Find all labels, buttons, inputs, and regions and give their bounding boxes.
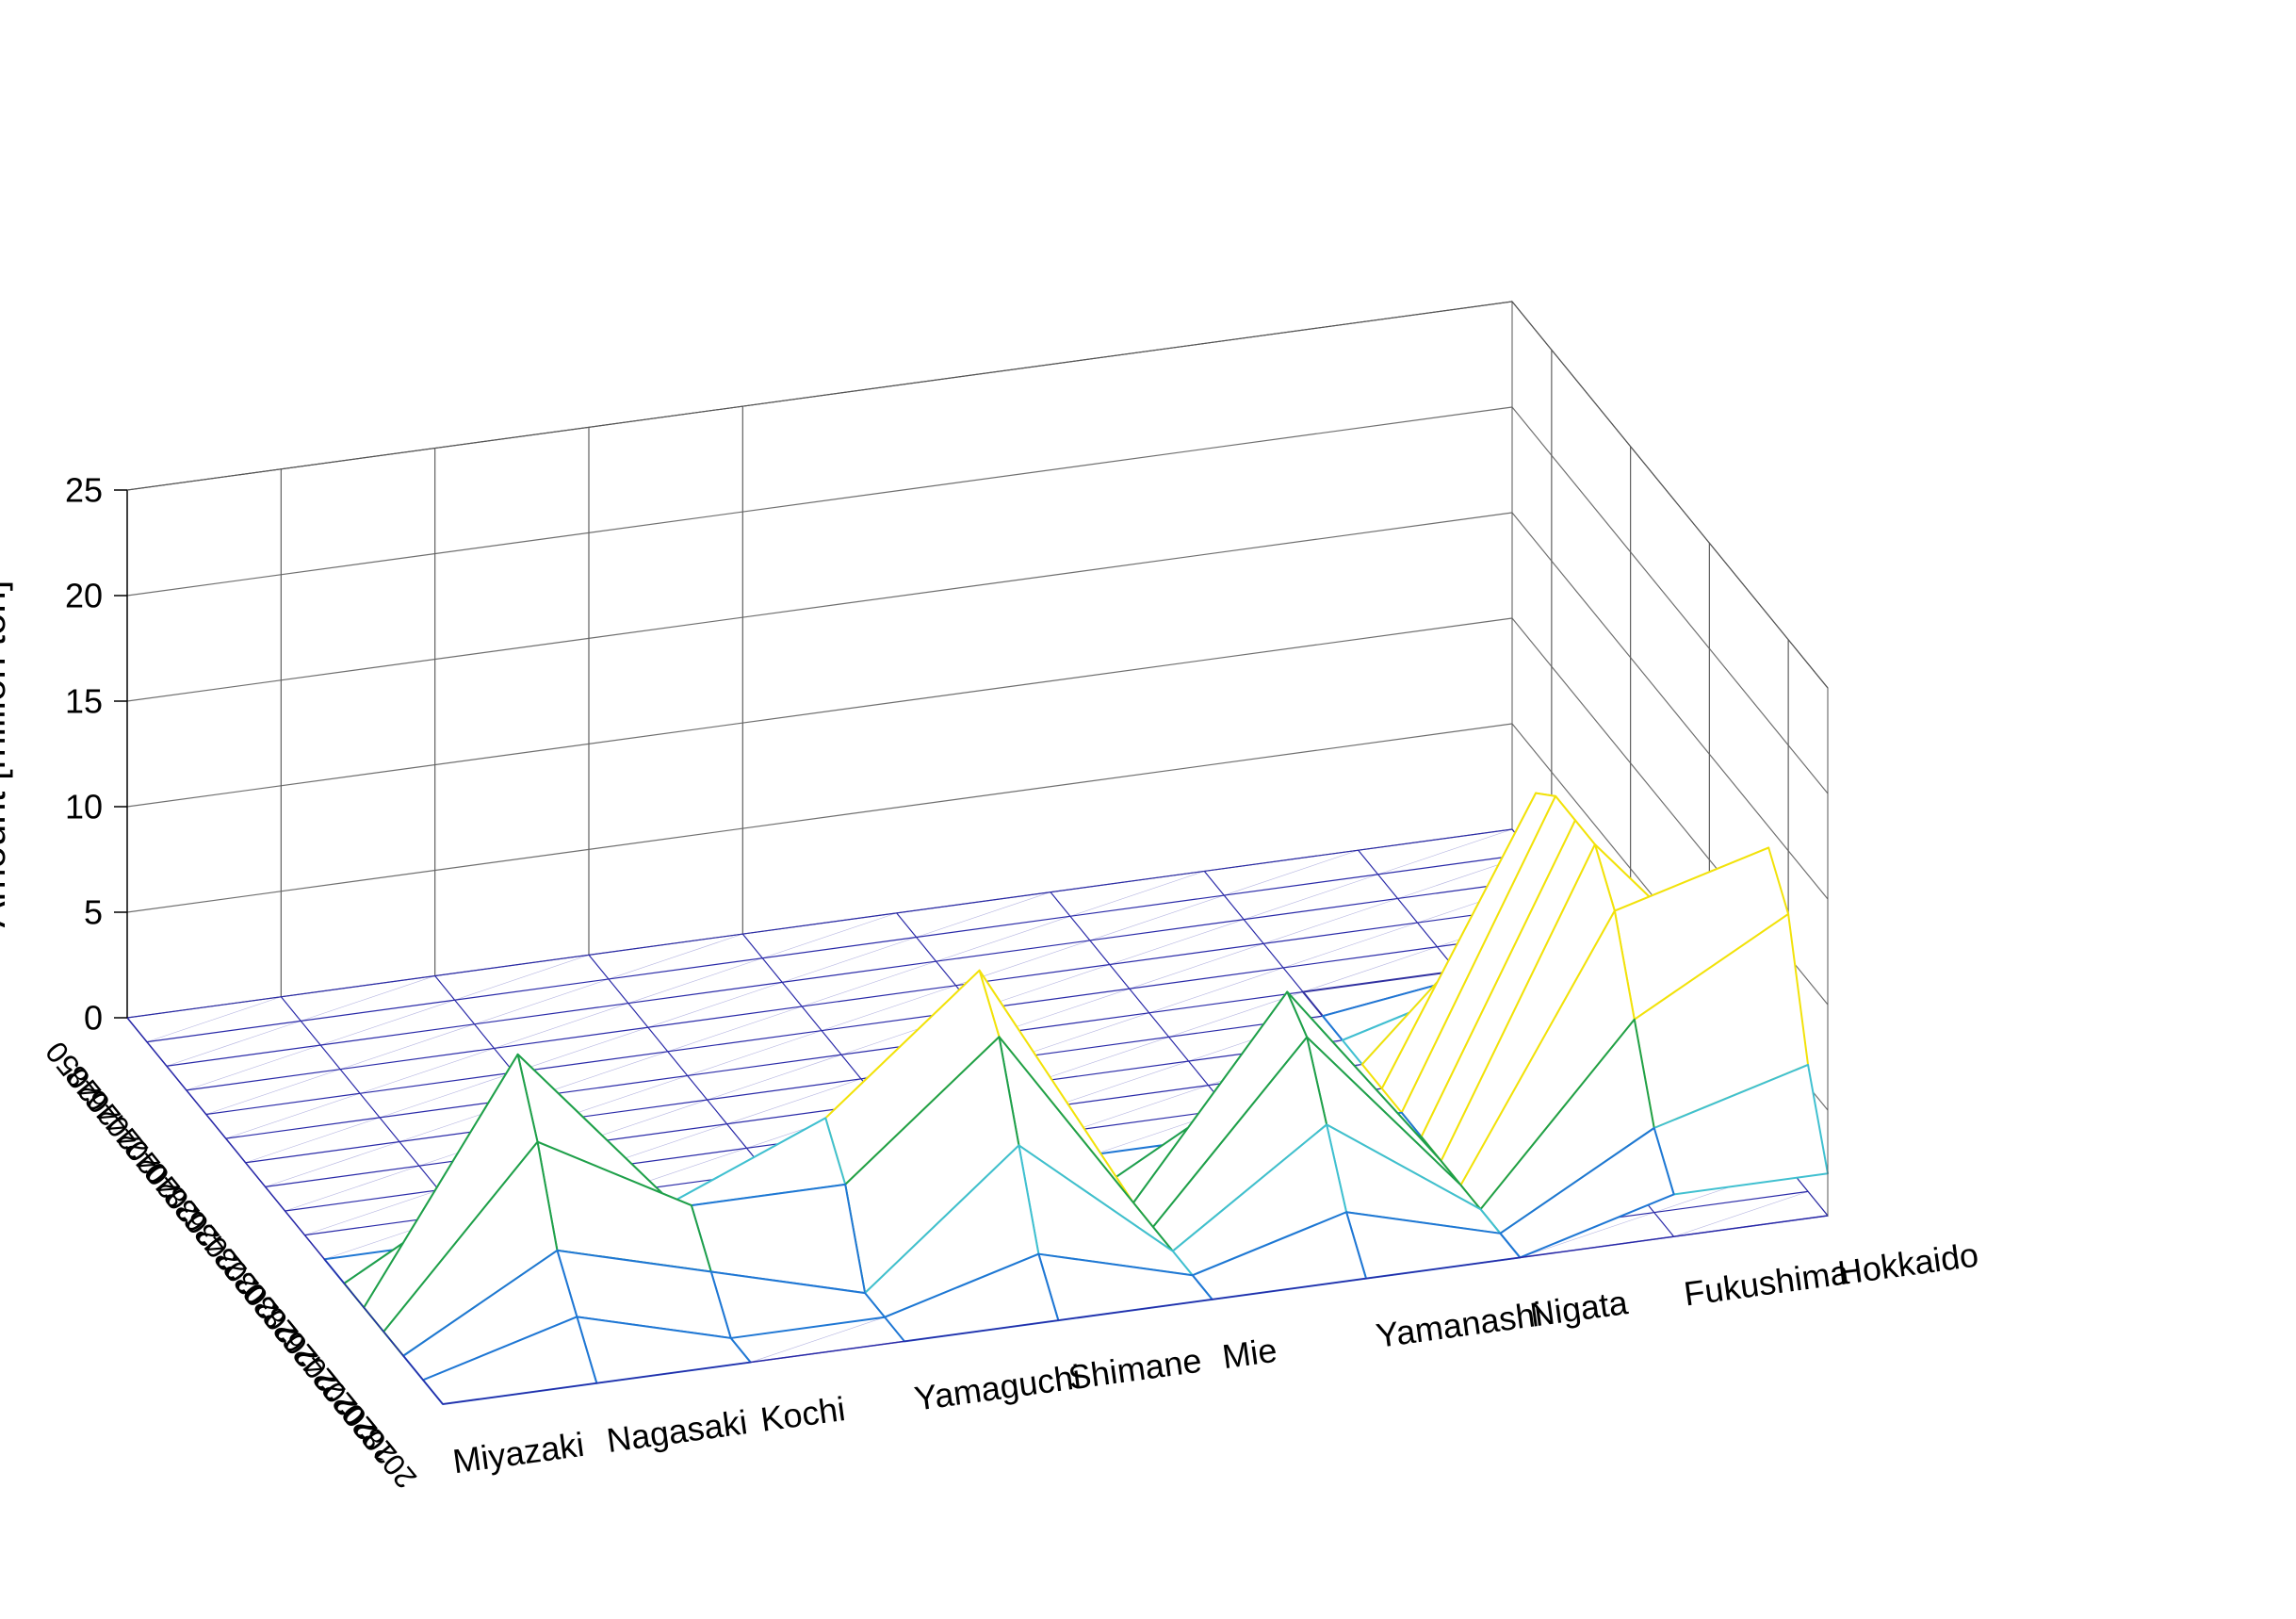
x-tick-label: Kochi: [758, 1389, 848, 1439]
x-tick-label: Yamaguchi: [912, 1357, 1083, 1418]
z-tick-label: 0: [84, 999, 103, 1038]
x-tick-label: Hokkaido: [1835, 1235, 1980, 1292]
x-tick-label: Miyazaki: [450, 1425, 586, 1481]
z-tick-label: 10: [65, 788, 103, 826]
z-tick-label: 5: [84, 893, 103, 932]
x-tick-label: Nigata: [1527, 1283, 1631, 1334]
x-tick-label: Shimane: [1066, 1341, 1203, 1398]
x-tick-label: Mie: [1220, 1331, 1279, 1376]
x-tick-label: Yamanashi: [1374, 1294, 1544, 1355]
z-axis-label: Amount [million ton]: [0, 581, 13, 928]
z-tick-label: 25: [65, 471, 103, 510]
x-tick-label: Fukushima: [1682, 1252, 1852, 1313]
x-tick-label: Nagasaki: [604, 1402, 749, 1460]
z-tick-label: 20: [65, 577, 103, 615]
amount-by-prefecture-year-3d-chart: 0 5 10 15 20 25 Amount [million ton] Miyazaki Na…: [0, 0, 2296, 1619]
z-tick-label: 15: [65, 682, 103, 721]
